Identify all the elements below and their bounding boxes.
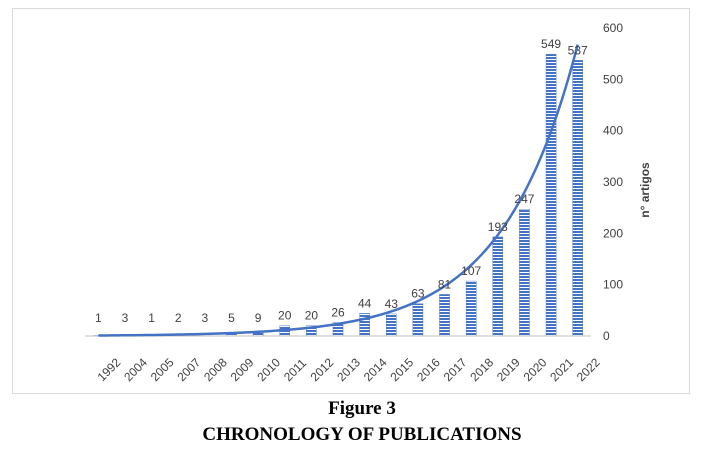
bar-2018 <box>465 280 477 337</box>
x-tick-label-2019: 2019 <box>494 355 523 384</box>
x-tick-label-2015: 2015 <box>387 355 416 384</box>
x-tick-label-2020: 2020 <box>521 355 550 384</box>
x-tick-label-2011: 2011 <box>281 356 309 384</box>
x-tick-label-2012: 2012 <box>308 355 337 384</box>
data-label-2007: 2 <box>175 311 182 325</box>
y-tick-label-0: 0 <box>603 329 610 343</box>
data-label-2017: 81 <box>438 277 452 291</box>
data-label-2022: 537 <box>568 43 588 57</box>
data-label-2005: 1 <box>148 311 155 325</box>
data-label-2008: 3 <box>201 311 208 325</box>
data-label-1992: 1 <box>95 311 102 325</box>
x-tick-label-2018: 2018 <box>467 355 496 384</box>
y-tick-label-200: 200 <box>603 226 623 240</box>
chart-area: 1 3 1 2 3 5 9 20 20 26 44 43 63 81 107 193 247 549 537 199… <box>12 8 690 394</box>
bar-2022 <box>572 60 583 337</box>
x-tick-label-2007: 2007 <box>174 355 203 384</box>
y-tick-label-600: 600 <box>603 21 623 35</box>
data-label-2004: 3 <box>122 311 129 325</box>
x-tick-label-2017: 2017 <box>441 355 470 384</box>
x-tick-label-2021: 2021 <box>547 355 576 384</box>
data-label-2009: 5 <box>228 311 235 325</box>
data-label-2014: 44 <box>358 296 372 310</box>
bar-2019 <box>492 236 504 337</box>
bar-2020 <box>519 209 530 337</box>
x-tick-label-2005: 2005 <box>148 355 177 384</box>
data-label-2016: 63 <box>411 287 425 301</box>
x-tick-label-2022: 2022 <box>574 355 603 384</box>
x-tick-label-2013: 2013 <box>334 355 363 384</box>
x-tick-label-1992: 1992 <box>95 355 124 384</box>
x-tick-label-2010: 2010 <box>254 355 283 384</box>
y-tick-label-300: 300 <box>603 175 623 189</box>
bar-2017 <box>439 294 450 337</box>
bar-2015 <box>386 313 397 337</box>
x-tick-label-2008: 2008 <box>201 355 230 384</box>
data-label-2018: 107 <box>461 264 481 278</box>
bar-2021 <box>545 53 557 337</box>
figure-label: Figure 3 <box>328 398 396 419</box>
figure-title: CHRONOLOGY OF PUBLICATIONS <box>202 424 522 445</box>
y-tick-label-400: 400 <box>603 124 623 138</box>
y-axis-title: n° artigos <box>638 162 652 218</box>
y-tick-label-500: 500 <box>603 72 623 86</box>
data-label-2012: 20 <box>305 309 319 323</box>
data-label-2020: 247 <box>514 192 534 206</box>
bar-2016 <box>412 303 424 337</box>
data-label-2010: 9 <box>255 311 262 325</box>
x-tick-label-2009: 2009 <box>228 355 257 384</box>
data-label-2011: 20 <box>278 309 292 323</box>
data-label-2019: 193 <box>488 220 508 234</box>
x-tick-label-2004: 2004 <box>121 355 150 384</box>
x-tick-label-2014: 2014 <box>361 355 390 384</box>
data-label-2021: 549 <box>541 37 561 51</box>
x-tick-label-2016: 2016 <box>414 355 443 384</box>
exponential-trendline <box>98 44 579 337</box>
y-tick-label-100: 100 <box>603 278 623 292</box>
data-label-2015: 43 <box>385 297 399 311</box>
data-label-2013: 26 <box>331 306 345 320</box>
